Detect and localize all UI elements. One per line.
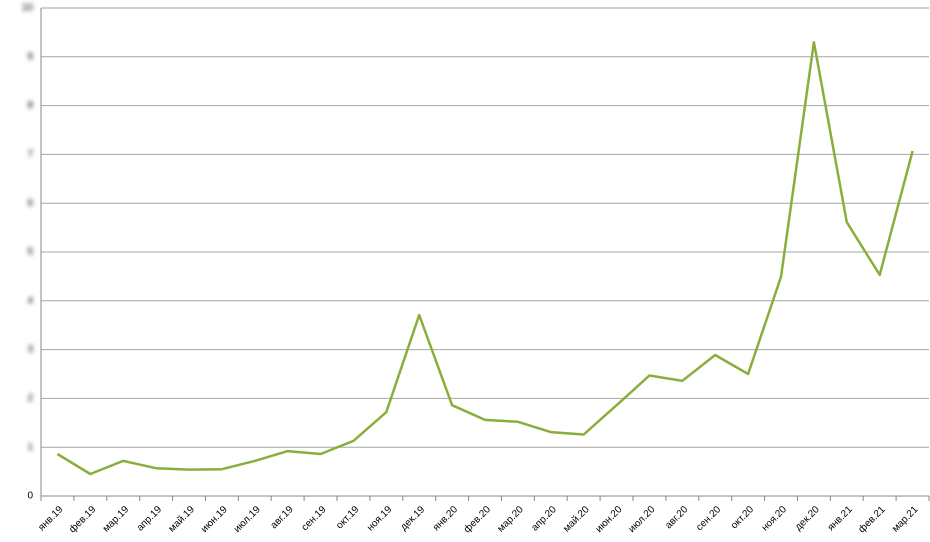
- y-tick-label: 4: [27, 295, 33, 306]
- x-tick-label: июл.19: [232, 504, 263, 535]
- y-tick-label: 1: [27, 442, 33, 453]
- x-tick-label: дек.19: [398, 504, 427, 533]
- y-tick-label: 7: [27, 149, 33, 160]
- x-tick-label: ноя.20: [760, 504, 790, 534]
- x-tick-label: янв.21: [826, 504, 855, 533]
- x-tick-label: дек.20: [793, 504, 822, 533]
- y-tick-label: 3: [27, 344, 33, 355]
- y-tick-label: 10: [22, 3, 34, 14]
- y-tick-label: 0: [27, 491, 33, 502]
- x-tick-label: ноя.19: [365, 504, 395, 534]
- x-tick-label: апр.19: [135, 504, 165, 534]
- x-tick-label: авг.19: [269, 504, 296, 531]
- y-tick-label: 8: [27, 100, 33, 111]
- x-tick-label: мар.19: [101, 504, 132, 535]
- y-tick-label: 9: [27, 51, 33, 62]
- x-tick-label: фев.21: [856, 503, 888, 535]
- x-tick-label: июн.19: [199, 504, 230, 535]
- x-tick-label: июн.20: [594, 504, 625, 535]
- x-tick-label: июл.20: [627, 504, 658, 535]
- x-tick-label: окт.19: [334, 504, 361, 531]
- y-tick-label: 5: [27, 247, 33, 258]
- x-tick-label: апр.20: [529, 504, 559, 534]
- line-series: [56, 40, 914, 476]
- x-tick-label: фев.20: [461, 503, 493, 535]
- x-tick-label: сен.20: [694, 504, 723, 533]
- x-tick-label: мар.21: [890, 504, 921, 535]
- x-tick-label: мар.20: [496, 504, 527, 535]
- x-tick-label: фев.19: [66, 503, 98, 535]
- y-tick-label: 6: [27, 198, 33, 209]
- x-tick-label: май.20: [561, 504, 592, 535]
- x-tick-label: янв.20: [431, 504, 460, 533]
- x-tick-label: май.19: [167, 504, 198, 535]
- x-tick-label: сен.19: [300, 504, 329, 533]
- y-tick-label: 2: [27, 393, 33, 404]
- x-tick-label: авг.20: [663, 504, 690, 531]
- x-tick-label: окт.20: [729, 504, 756, 531]
- x-tick-label: янв.19: [36, 504, 65, 533]
